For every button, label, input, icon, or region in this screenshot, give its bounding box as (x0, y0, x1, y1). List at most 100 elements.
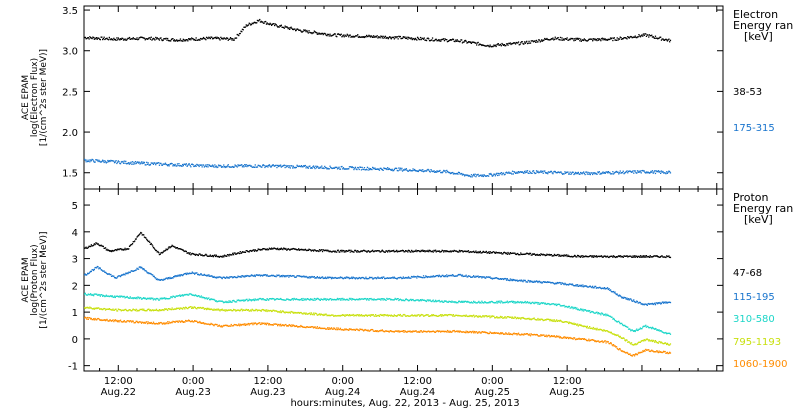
data-point (431, 37, 434, 39)
data-point (628, 299, 630, 301)
data-point (149, 298, 152, 300)
data-point (563, 283, 565, 286)
data-point (327, 314, 329, 316)
data-point (393, 315, 395, 317)
data-point (668, 301, 670, 303)
data-point (542, 253, 544, 255)
data-point (280, 298, 282, 300)
data-point (126, 295, 128, 298)
data-point (658, 171, 660, 173)
data-point (384, 277, 386, 280)
data-point (232, 299, 235, 302)
data-point (526, 317, 529, 320)
data-point (303, 312, 306, 314)
data-point (205, 297, 207, 299)
data-point (491, 45, 493, 48)
data-point (580, 256, 582, 258)
data-point (461, 301, 464, 303)
data-point (428, 276, 430, 278)
data-point (194, 253, 196, 255)
data-point (133, 161, 135, 164)
data-point (163, 250, 165, 252)
data-point (388, 298, 390, 300)
data-point (565, 283, 567, 285)
data-point (451, 250, 453, 252)
data-point (518, 44, 520, 46)
data-point (278, 164, 280, 167)
data-point (577, 171, 579, 174)
data-point (133, 297, 135, 299)
data-point (324, 165, 326, 168)
data-point (189, 164, 191, 167)
data-point (182, 165, 184, 167)
data-point (574, 323, 576, 326)
data-point (657, 329, 659, 331)
data-point (181, 40, 183, 42)
data-point (191, 272, 193, 275)
data-point (406, 250, 408, 252)
data-point (348, 299, 350, 301)
data-point (654, 255, 656, 257)
data-point (223, 309, 226, 311)
data-point (274, 275, 277, 277)
data-point (305, 31, 307, 33)
data-point (640, 172, 642, 174)
data-point (360, 314, 362, 316)
data-point (429, 250, 431, 252)
data-point (458, 300, 461, 302)
data-point (320, 33, 322, 35)
data-point (617, 320, 619, 323)
data-point (525, 302, 527, 304)
data-point (596, 256, 598, 258)
data-point (392, 250, 394, 252)
data-point (561, 282, 563, 284)
data-point (170, 277, 172, 280)
data-point (131, 161, 134, 163)
data-point (529, 172, 532, 174)
data-point (92, 269, 94, 271)
data-point (418, 300, 420, 302)
data-point (440, 276, 442, 278)
data-point (106, 248, 108, 250)
data-point (606, 171, 608, 173)
data-point (274, 275, 276, 277)
data-point (648, 256, 651, 258)
data-point (135, 296, 137, 299)
data-point (624, 255, 627, 257)
data-point (293, 275, 295, 277)
data-point (416, 299, 418, 301)
data-point (413, 250, 415, 252)
data-point (346, 250, 348, 252)
data-point (323, 249, 325, 251)
data-point (606, 314, 609, 317)
data-point (226, 255, 228, 257)
data-point (404, 315, 407, 317)
data-point (384, 36, 386, 38)
data-point (584, 173, 586, 176)
data-point (488, 276, 490, 279)
data-point (121, 295, 123, 297)
data-point (563, 321, 565, 323)
data-point (621, 322, 623, 325)
data-point (149, 243, 152, 245)
data-point (439, 169, 441, 172)
data-point (461, 275, 463, 277)
data-point (238, 299, 240, 301)
data-point (469, 175, 471, 177)
data-point (298, 312, 300, 314)
data-point (384, 251, 386, 253)
data-point (350, 314, 352, 316)
data-point (610, 38, 612, 40)
data-point (369, 251, 371, 253)
data-point (496, 172, 498, 174)
data-point (105, 319, 107, 321)
data-point (375, 299, 377, 301)
data-point (658, 37, 660, 39)
data-point (665, 173, 667, 175)
data-point (166, 298, 168, 300)
data-point (327, 314, 330, 317)
data-point (283, 276, 285, 278)
data-point (596, 311, 598, 313)
data-point (247, 24, 250, 26)
data-point (559, 303, 561, 306)
